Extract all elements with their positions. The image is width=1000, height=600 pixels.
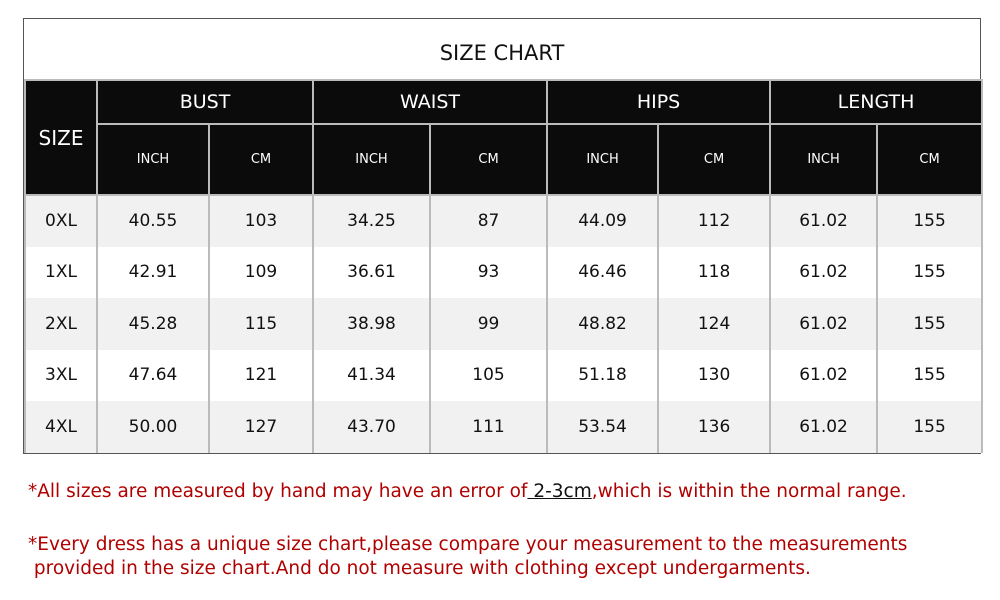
size-cell: 2XL [24,298,98,350]
value-cell: 93 [429,246,549,298]
value-cell: 121 [207,349,315,401]
size-header: SIZE [24,79,98,196]
table-row: 4XL 50.00 127 43.70 111 53.54 136 61.02 155 [24,401,984,453]
value-cell: 61.02 [769,246,879,298]
value-cell: 87 [429,195,549,247]
value-cell: 38.98 [312,298,432,350]
value-cell: 61.02 [769,298,879,350]
value-cell: 155 [876,349,984,401]
size-chart: SIZE CHART SIZE BUST WAIST HIPS LENGTH I… [23,18,984,454]
size-cell: 0XL [24,195,98,247]
value-cell: 99 [429,298,549,350]
note1-text-end: ,which is within the normal range. [591,481,907,502]
value-cell: 155 [876,401,984,453]
note1-highlight: 2-3cm [527,481,592,502]
value-cell: 136 [657,401,772,453]
unit-header: CM [207,123,315,196]
unit-header: INCH [96,123,210,196]
unit-header: CM [657,123,772,196]
group-header-length: LENGTH [769,79,984,125]
chart-title: SIZE CHART [439,41,565,65]
value-cell: 111 [429,401,549,453]
unit-header: CM [429,123,549,196]
unit-header: INCH [546,123,660,196]
value-cell: 109 [207,246,315,298]
value-cell: 124 [657,298,772,350]
value-cell: 103 [207,195,315,247]
value-cell: 155 [876,298,984,350]
value-cell: 115 [207,298,315,350]
value-cell: 61.02 [769,401,879,453]
value-cell: 118 [657,246,772,298]
value-cell: 44.09 [546,195,660,247]
size-cell: 1XL [24,246,98,298]
value-cell: 41.34 [312,349,432,401]
table-row: 2XL 45.28 115 38.98 99 48.82 124 61.02 155 [24,298,984,350]
table-row: 1XL 42.91 109 36.61 93 46.46 118 61.02 155 [24,246,984,298]
note-unique-chart-line1: *Every dress has a unique size chart,ple… [28,534,908,555]
value-cell: 47.64 [96,349,210,401]
value-cell: 48.82 [546,298,660,350]
value-cell: 61.02 [769,349,879,401]
value-cell: 40.55 [96,195,210,247]
group-header-bust: BUST [95,79,315,125]
value-cell: 45.28 [96,298,210,350]
size-table: SIZE BUST WAIST HIPS LENGTH INCH CM INCH CM… [24,79,984,453]
unit-header: INCH [769,123,879,196]
value-cell: 112 [657,195,772,247]
size-cell: 3XL [24,349,98,401]
value-cell: 155 [876,195,984,247]
value-cell: 105 [429,349,549,401]
value-cell: 127 [207,401,315,453]
value-cell: 61.02 [769,195,879,247]
value-cell: 42.91 [96,246,210,298]
group-header-waist: WAIST [312,79,549,125]
value-cell: 50.00 [96,401,210,453]
group-header-hips: HIPS [546,79,772,125]
note1-text: *All sizes are measured by hand may have… [28,481,528,502]
unit-header: INCH [312,123,432,196]
table-row: 3XL 47.64 121 41.34 105 51.18 130 61.02 155 [24,349,984,401]
size-cell: 4XL [24,401,98,453]
table-row: 0XL 40.55 103 34.25 87 44.09 112 61.02 155 [24,195,984,247]
value-cell: 36.61 [312,246,432,298]
value-cell: 43.70 [312,401,432,453]
value-cell: 130 [657,349,772,401]
value-cell: 46.46 [546,246,660,298]
note-error-margin: *All sizes are measured by hand may have… [28,481,907,502]
note-unique-chart-line2: provided in the size chart.And do not me… [28,558,811,579]
value-cell: 34.25 [312,195,432,247]
value-cell: 51.18 [546,349,660,401]
value-cell: 53.54 [546,401,660,453]
value-cell: 155 [876,246,984,298]
unit-header: CM [876,123,984,196]
